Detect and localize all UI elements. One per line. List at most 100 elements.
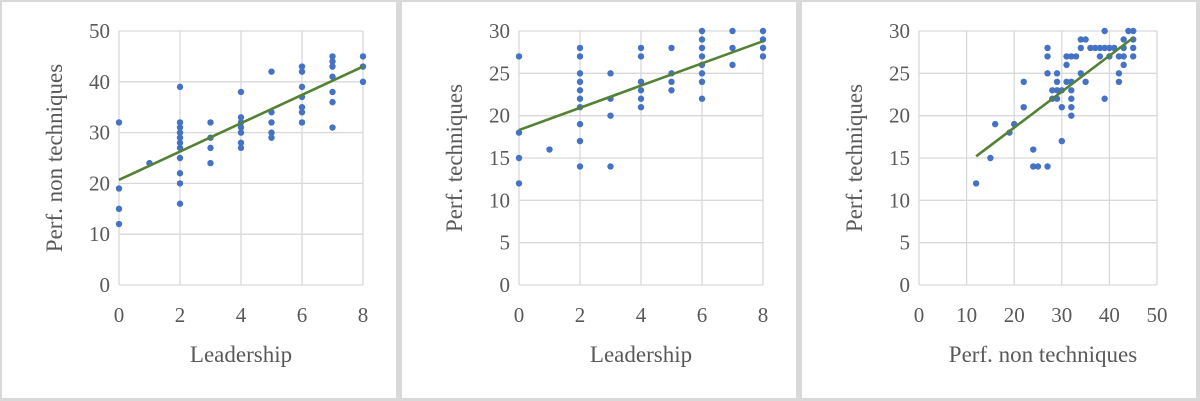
x-tick-label: 6 [697, 303, 708, 327]
y-tick-label: 50 [89, 19, 110, 43]
data-point [115, 185, 123, 192]
data-point [1120, 36, 1127, 43]
data-point [637, 53, 645, 60]
data-point [576, 163, 584, 170]
data-point [1115, 53, 1123, 60]
data-point [268, 129, 275, 136]
data-point [176, 170, 184, 177]
trendline [518, 39, 764, 132]
data-point [207, 144, 214, 152]
data-point [607, 70, 614, 77]
data-point [668, 87, 675, 94]
data-point [1068, 87, 1075, 94]
y-tick-label: 20 [889, 104, 910, 128]
data-point [987, 154, 994, 162]
data-point [637, 87, 645, 94]
data-point [207, 119, 214, 126]
data-point [991, 120, 999, 128]
x-tick-label: 2 [175, 303, 186, 327]
data-point [176, 119, 184, 126]
chart-panel-nontechnical-vs-technical: 0 5 10 15 20 25 30 0 10 20 30 40 50 Perf. non techniq… [802, 2, 1196, 398]
data-point [1034, 163, 1042, 170]
data-point [237, 139, 245, 146]
data-point [576, 120, 584, 128]
y-tick-label: 20 [89, 171, 110, 195]
x-tick-label: 30 [1051, 303, 1072, 327]
data-point [1044, 70, 1051, 77]
data-point [237, 129, 245, 136]
data-point [298, 83, 306, 91]
data-point [698, 44, 706, 52]
data-point [1020, 78, 1027, 86]
data-point [1068, 53, 1075, 60]
x-axis-label: Perf. non techniques [949, 342, 1137, 367]
data-point [298, 63, 306, 70]
data-point [1063, 53, 1070, 60]
y-tick-label: 5 [500, 231, 511, 255]
data-point [298, 68, 306, 75]
x-tick-label: 4 [236, 303, 247, 327]
x-tick-label: 0 [914, 303, 925, 327]
x-axis-label: Leadership [590, 342, 692, 367]
data-point [729, 27, 736, 35]
data-point [176, 200, 184, 207]
data-point [1072, 53, 1080, 60]
trendline [975, 36, 1134, 158]
data-point [1087, 44, 1094, 52]
data-point [1058, 137, 1065, 145]
trendline [118, 65, 364, 182]
data-point [759, 44, 767, 52]
data-point [698, 70, 706, 77]
data-point [515, 129, 523, 136]
data-point [237, 114, 245, 121]
data-point [515, 180, 523, 187]
x-tick-label: 4 [636, 303, 647, 327]
data-point [1068, 95, 1075, 102]
y-tick-label: 0 [900, 273, 911, 297]
data-point [576, 53, 584, 60]
data-point [176, 124, 184, 131]
data-point [1053, 78, 1061, 86]
data-point [237, 144, 245, 152]
x-tick-label: 6 [297, 303, 308, 327]
y-tick-label: 0 [100, 273, 111, 297]
data-point [329, 98, 336, 106]
chart-panel-leadership-vs-technical: 0 5 10 15 20 25 30 0 2 4 6 8 Leadership Perf. techniq… [402, 2, 796, 398]
data-point [1058, 104, 1065, 111]
data-point [1053, 87, 1061, 94]
data-point [1106, 44, 1113, 52]
data-point [1082, 36, 1089, 43]
data-point [1130, 53, 1137, 60]
x-tick-label: 2 [575, 303, 586, 327]
data-point [115, 205, 123, 212]
data-point [176, 129, 184, 136]
data-point [1125, 27, 1132, 35]
data-point [1120, 61, 1127, 69]
y-tick-label: 30 [889, 19, 910, 43]
data-point [637, 44, 645, 52]
data-point [576, 78, 584, 86]
data-point [1101, 27, 1108, 35]
data-point [729, 61, 736, 69]
data-point [698, 78, 706, 86]
data-point [298, 119, 306, 126]
data-point [115, 119, 123, 126]
data-point [698, 27, 706, 35]
data-point [637, 104, 645, 111]
data-point [176, 134, 184, 141]
data-point [729, 44, 736, 52]
data-point [329, 63, 336, 70]
data-point [1077, 36, 1085, 43]
data-point [1063, 61, 1070, 69]
data-point [576, 87, 584, 94]
data-point [329, 88, 336, 96]
data-point [1115, 70, 1123, 77]
data-point [1096, 53, 1104, 60]
data-point [1044, 163, 1051, 170]
y-tick-label: 10 [89, 222, 110, 246]
data-point [237, 88, 245, 96]
data-point [176, 154, 184, 162]
data-point [576, 44, 584, 52]
data-point [359, 53, 367, 60]
data-point [1091, 44, 1099, 52]
